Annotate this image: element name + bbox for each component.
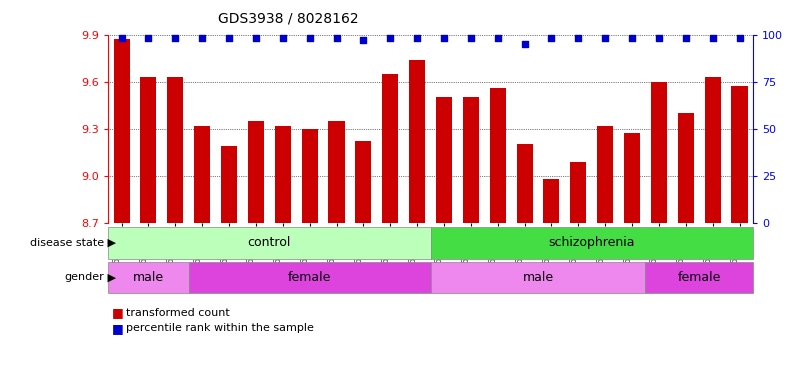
Bar — [543, 179, 559, 223]
Text: male: male — [522, 271, 553, 284]
Bar — [328, 121, 344, 223]
Bar — [570, 162, 586, 223]
Text: disease state: disease state — [30, 238, 104, 248]
Bar — [624, 133, 640, 223]
Bar — [463, 97, 479, 223]
Bar — [108, 227, 431, 258]
Bar — [301, 129, 318, 223]
Point — [437, 35, 450, 41]
Bar — [356, 141, 372, 223]
Bar — [431, 227, 753, 258]
Point — [465, 35, 477, 41]
Point — [142, 35, 155, 41]
Point — [330, 35, 343, 41]
Text: ■: ■ — [112, 322, 128, 335]
Bar — [409, 60, 425, 223]
Point — [626, 35, 638, 41]
Point — [733, 35, 746, 41]
Bar — [194, 126, 210, 223]
Text: control: control — [248, 237, 291, 249]
Point — [357, 37, 370, 43]
Bar — [646, 262, 753, 293]
Bar — [114, 39, 130, 223]
Bar — [678, 113, 694, 223]
Point — [653, 35, 666, 41]
Point — [276, 35, 289, 41]
Point — [411, 35, 424, 41]
Bar — [705, 77, 721, 223]
Text: gender: gender — [64, 272, 104, 283]
Bar — [248, 121, 264, 223]
Text: percentile rank within the sample: percentile rank within the sample — [126, 323, 314, 333]
Text: transformed count: transformed count — [126, 308, 230, 318]
Point — [706, 35, 719, 41]
Bar — [731, 86, 747, 223]
Bar — [108, 262, 189, 293]
Text: schizophrenia: schizophrenia — [549, 237, 635, 249]
Point — [169, 35, 182, 41]
Point — [518, 41, 531, 47]
Bar — [597, 126, 614, 223]
Point — [223, 35, 235, 41]
Bar — [189, 262, 431, 293]
Bar — [517, 144, 533, 223]
Point — [249, 35, 262, 41]
Point — [115, 35, 128, 41]
Point — [572, 35, 585, 41]
Bar — [651, 82, 667, 223]
Bar — [140, 77, 156, 223]
Text: GDS3938 / 8028162: GDS3938 / 8028162 — [218, 12, 359, 25]
Text: male: male — [133, 271, 164, 284]
Point — [599, 35, 612, 41]
Bar — [221, 146, 237, 223]
Point — [491, 35, 504, 41]
Point — [384, 35, 396, 41]
Bar — [489, 88, 505, 223]
Point — [679, 35, 692, 41]
Bar — [167, 77, 183, 223]
Point — [545, 35, 557, 41]
Text: ■: ■ — [112, 306, 128, 319]
Bar — [382, 74, 398, 223]
Text: ▶: ▶ — [104, 238, 116, 248]
Point — [304, 35, 316, 41]
Text: female: female — [678, 271, 721, 284]
Bar — [275, 126, 291, 223]
Bar — [436, 97, 452, 223]
Point — [195, 35, 208, 41]
Bar — [431, 262, 646, 293]
Text: female: female — [288, 271, 332, 284]
Text: ▶: ▶ — [104, 272, 116, 283]
